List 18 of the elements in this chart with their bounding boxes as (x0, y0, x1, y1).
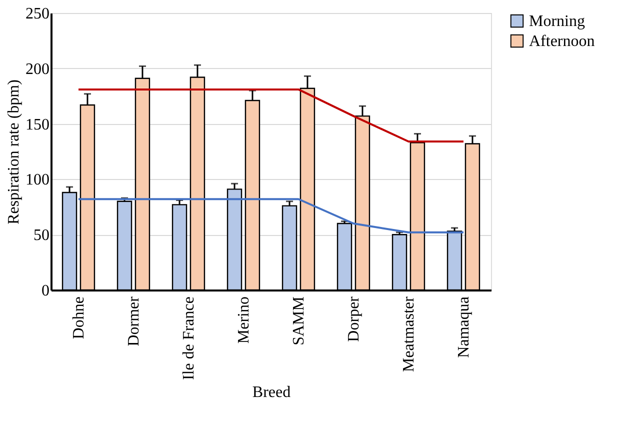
x-tick-label: Dormer (126, 296, 142, 346)
x-tick-label: SAMM (290, 296, 308, 346)
x-tick-label: Ile de France (180, 296, 198, 380)
y-tick-label: 150 (26, 116, 50, 134)
x-tick-label: Merino (236, 296, 252, 344)
legend-label: Afternoon (529, 33, 595, 50)
y-axis-title: Respiration rate (bpm) (6, 80, 22, 224)
y-tick-label: 250 (26, 6, 50, 22)
x-tick-label: Namaqua (456, 296, 472, 358)
x-axis-title: Breed (252, 384, 291, 402)
x-tick-label: Dohne (70, 296, 88, 340)
y-tick-label: 100 (26, 172, 50, 189)
legend-label: Morning (529, 13, 585, 30)
x-tick-label: Dorper (346, 296, 362, 342)
y-tick-label: 50 (34, 227, 50, 244)
y-tick-label: 200 (26, 60, 50, 78)
y-tick-label: 0 (42, 282, 50, 300)
x-tick-label: Meatmaster (400, 296, 418, 372)
